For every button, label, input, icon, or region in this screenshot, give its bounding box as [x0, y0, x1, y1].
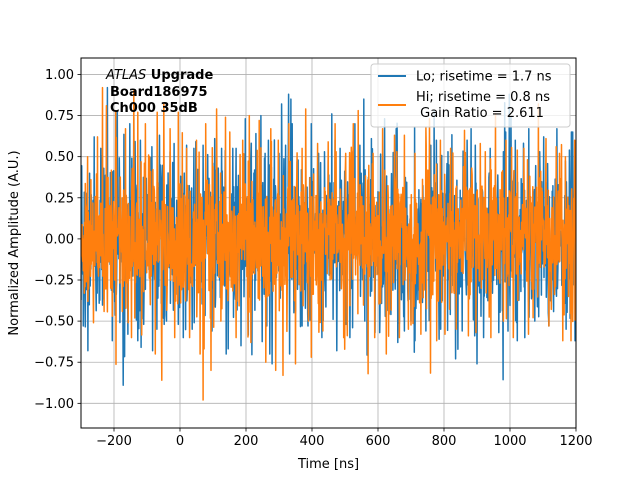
board-label: Board186975 — [110, 85, 208, 100]
atlas-label: ATLAS — [105, 68, 146, 83]
x-tick-label: 1000 — [493, 434, 526, 449]
x-axis-label: Time [ns] — [297, 457, 359, 472]
x-tick-label: 800 — [432, 434, 457, 449]
x-tick-label: 200 — [234, 434, 259, 449]
svg-text:ATLAS Upgrade: ATLAS Upgrade — [105, 68, 213, 83]
plot-frame — [80, 57, 577, 429]
legend-entry-hi: Hi; risetime = 0.8 ns — [416, 90, 550, 105]
y-tick-label: 0.00 — [45, 232, 74, 247]
channel-label: Ch000 35dB — [110, 101, 198, 116]
y-tick-label: −0.75 — [34, 356, 74, 371]
legend-box — [370, 63, 571, 128]
x-tick-label: 0 — [176, 434, 184, 449]
legend-entry-gain-ratio: Gain Ratio = 2.611 — [416, 106, 544, 121]
y-tick-label: −1.00 — [34, 397, 74, 412]
y-tick-label: 0.25 — [45, 191, 74, 206]
y-axis-label: Normalized Amplitude (A.U.) — [7, 150, 22, 335]
upgrade-label: Upgrade — [146, 68, 213, 83]
x-tick-label: 600 — [366, 434, 391, 449]
y-tick-label: 0.75 — [45, 109, 74, 124]
y-tick-label: −0.25 — [34, 274, 74, 289]
y-tick-label: −0.50 — [34, 315, 74, 330]
x-axis-ticks: −200 0 200 400 600 800 1000 1200 — [96, 428, 593, 449]
series-hi-line — [81, 86, 576, 401]
y-tick-label: 0.50 — [45, 150, 74, 165]
legend-entry-lo: Lo; risetime = 1.7 ns — [416, 70, 552, 85]
x-tick-label: −200 — [96, 434, 132, 449]
legend: Lo; risetime = 1.7 ns Hi; risetime = 0.8… — [370, 63, 571, 128]
series-group — [81, 86, 576, 401]
atlas-annotation: ATLAS Upgrade Board186975 Ch000 35dB — [105, 68, 213, 116]
y-tick-label: 1.00 — [45, 68, 74, 83]
y-axis-ticks: −1.00 −0.75 −0.50 −0.25 0.00 0.25 0.50 0.75 1.00 — [34, 68, 81, 412]
x-tick-label: 400 — [300, 434, 325, 449]
x-tick-label: 1200 — [559, 434, 592, 449]
